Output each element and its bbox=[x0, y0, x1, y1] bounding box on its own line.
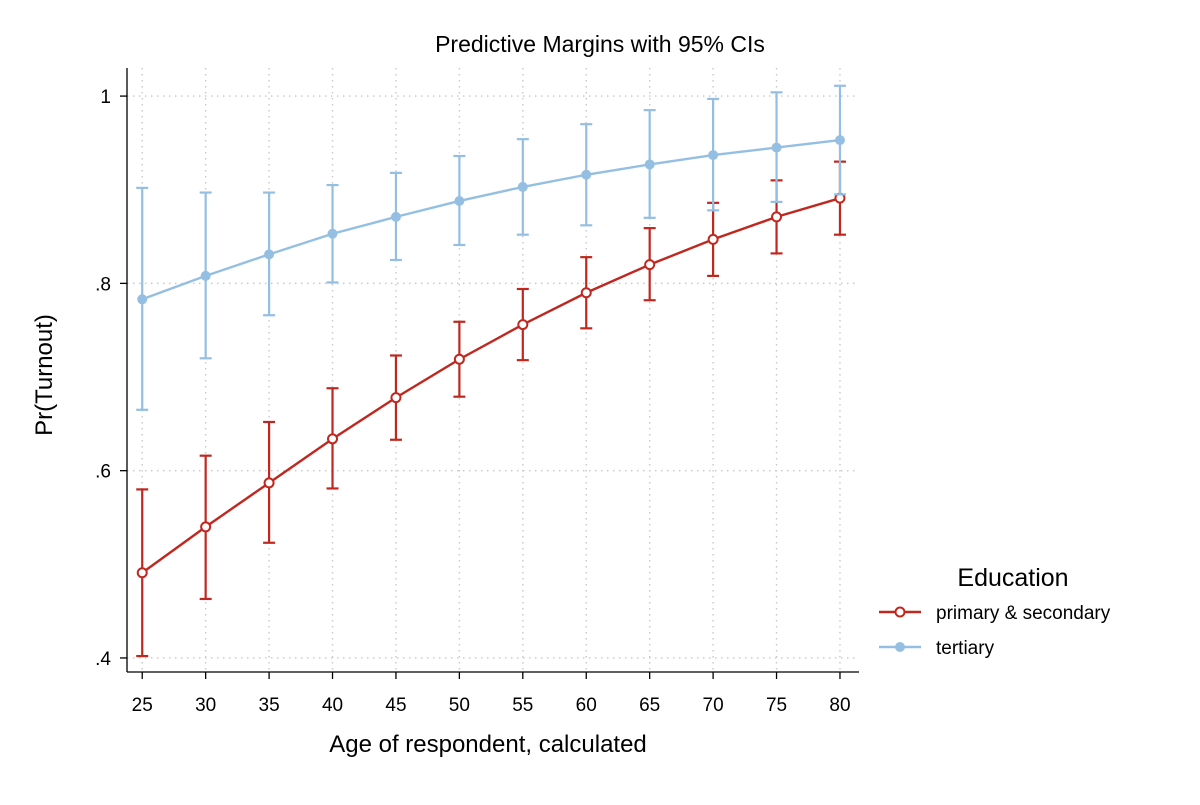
data-point bbox=[137, 294, 148, 305]
data-point bbox=[263, 477, 275, 489]
x-tick-label: 45 bbox=[385, 695, 406, 716]
data-point bbox=[644, 159, 655, 170]
legend-marker-swatch bbox=[894, 606, 906, 618]
data-point bbox=[390, 392, 402, 404]
x-tick-label: 40 bbox=[322, 695, 343, 716]
x-tick-label: 50 bbox=[449, 695, 470, 716]
data-point bbox=[200, 270, 211, 281]
series-primary-secondary bbox=[136, 160, 846, 658]
data-point bbox=[834, 135, 845, 146]
legend-marker-swatch bbox=[895, 642, 905, 652]
plot-series bbox=[136, 84, 846, 658]
data-point bbox=[453, 353, 465, 365]
x-tick-label: 35 bbox=[259, 695, 280, 716]
data-point bbox=[327, 228, 338, 239]
data-point bbox=[264, 249, 275, 260]
x-tick-label: 80 bbox=[829, 695, 850, 716]
series-line bbox=[141, 138, 841, 301]
chart-title: Predictive Margins with 95% CIs bbox=[435, 31, 765, 57]
y-tick-label: 1 bbox=[100, 87, 111, 108]
legend-item: primary & secondary bbox=[879, 603, 1111, 624]
data-point bbox=[644, 259, 656, 271]
x-tick-label: 60 bbox=[576, 695, 597, 716]
x-tick-label: 30 bbox=[195, 695, 216, 716]
legend-title: Education bbox=[957, 564, 1068, 592]
legend: Education primary & secondary tertiary bbox=[879, 564, 1111, 659]
axis-ticks: .4 .6 .8 1 25 30 35 40 45 50 55 60 65 70 75 80 bbox=[95, 87, 850, 716]
data-point bbox=[708, 150, 719, 161]
y-tick-label: .4 bbox=[95, 649, 111, 670]
data-point bbox=[454, 195, 465, 206]
legend-item: tertiary bbox=[879, 638, 995, 659]
gridlines bbox=[127, 68, 859, 672]
series-line bbox=[141, 197, 841, 574]
data-point bbox=[200, 521, 212, 533]
data-point bbox=[517, 181, 528, 192]
x-tick-label: 75 bbox=[766, 695, 787, 716]
data-point bbox=[136, 567, 148, 579]
x-tick-label: 25 bbox=[132, 695, 153, 716]
y-tick-label: .6 bbox=[95, 462, 111, 483]
data-point bbox=[581, 169, 592, 180]
data-point bbox=[771, 211, 783, 223]
data-point bbox=[771, 142, 782, 153]
legend-label: tertiary bbox=[936, 638, 995, 659]
data-point bbox=[390, 211, 401, 222]
x-tick-label: 70 bbox=[703, 695, 724, 716]
legend-label: primary & secondary bbox=[936, 603, 1111, 624]
data-point bbox=[580, 287, 592, 299]
y-axis-label: Pr(Turnout) bbox=[31, 314, 58, 436]
data-point bbox=[707, 233, 719, 245]
series-tertiary bbox=[136, 84, 846, 411]
y-tick-label: .8 bbox=[95, 274, 111, 295]
data-point bbox=[517, 319, 529, 331]
data-point bbox=[327, 433, 339, 445]
x-axis-label: Age of respondent, calculated bbox=[329, 731, 647, 758]
x-tick-label: 65 bbox=[639, 695, 660, 716]
x-tick-label: 55 bbox=[512, 695, 533, 716]
